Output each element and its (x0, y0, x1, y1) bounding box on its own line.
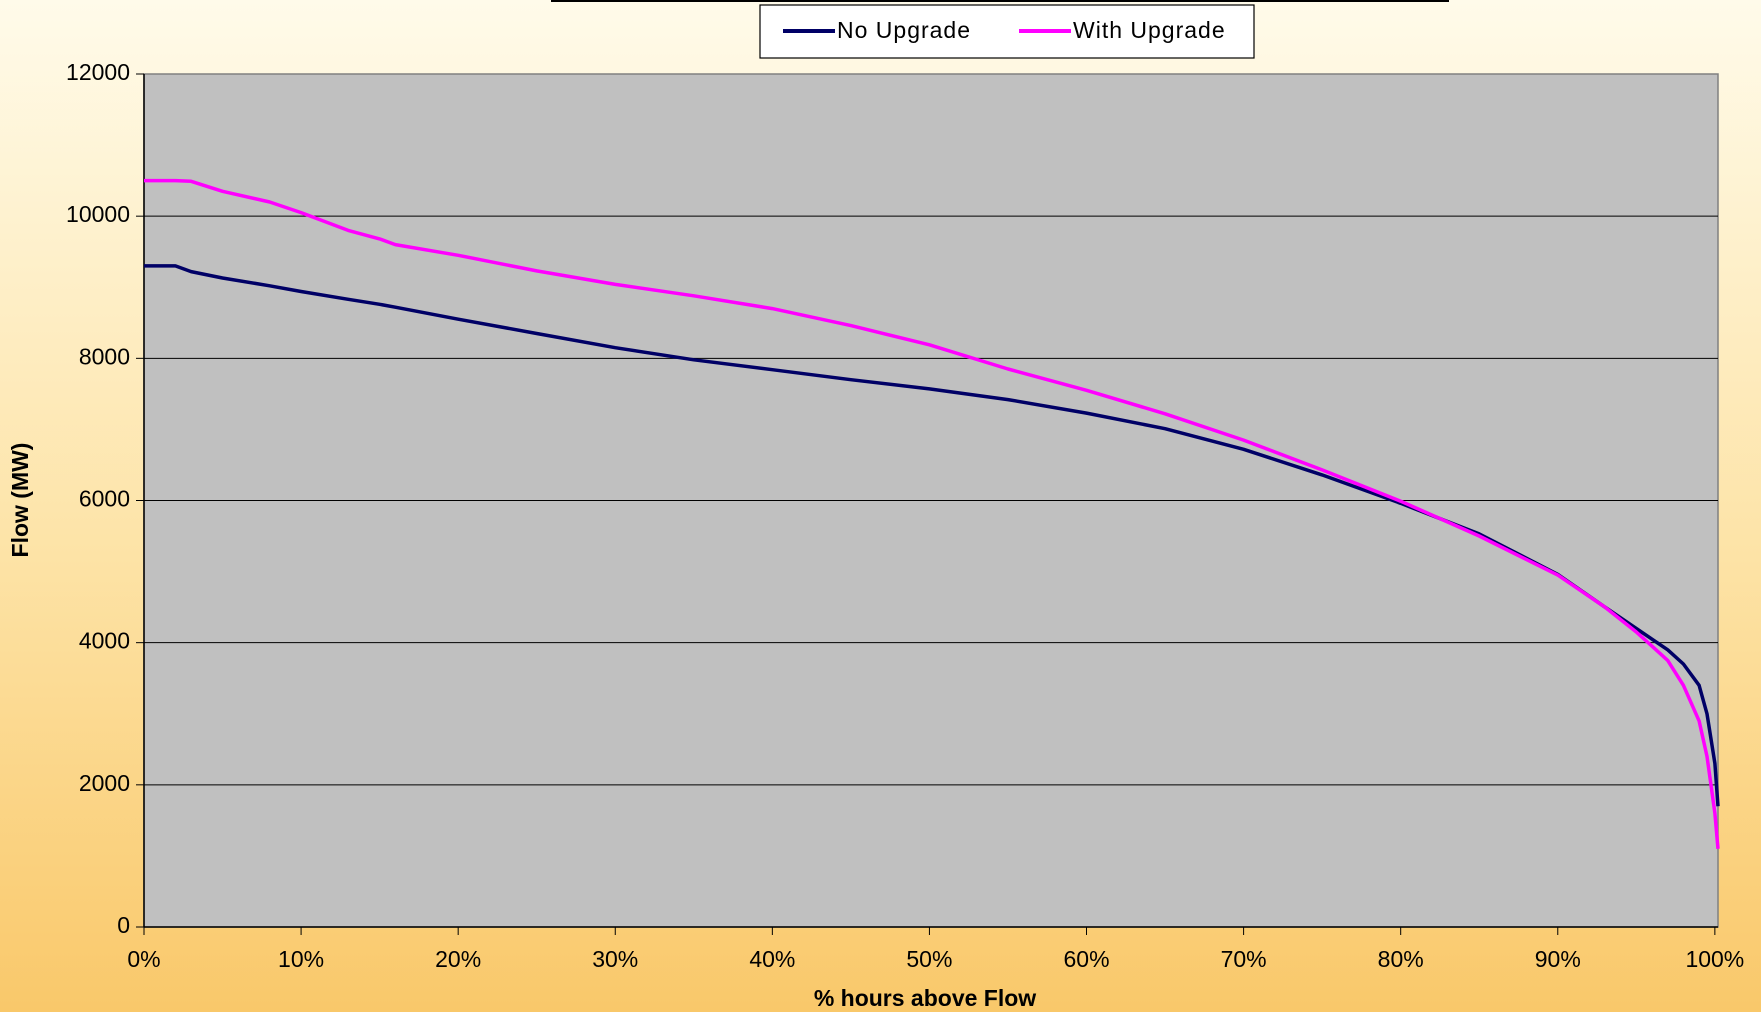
x-tick-label: 90% (1535, 946, 1581, 972)
y-tick-label: 12000 (66, 59, 130, 85)
y-tick-label: 6000 (79, 486, 130, 512)
series-line (144, 264, 1720, 807)
x-axis-label: % hours above Flow (814, 985, 1036, 1011)
x-tick-label: 20% (435, 946, 481, 972)
x-tick-label: 80% (1378, 946, 1424, 972)
legend-label: With Upgrade (1073, 17, 1226, 43)
x-tick-label: 40% (749, 946, 795, 972)
x-tick-label: 0% (127, 946, 160, 972)
y-tick-label: 2000 (79, 770, 130, 796)
x-tick-label: 60% (1063, 946, 1109, 972)
legend: No Upgrade With Upgrade (759, 4, 1255, 59)
y-tick-label: 0 (117, 912, 130, 938)
x-tick-label: 100% (1685, 946, 1744, 972)
y-tick-label: 8000 (79, 343, 130, 369)
y-tick-label: 4000 (79, 628, 130, 654)
legend-box (759, 4, 1255, 59)
series-line (144, 178, 1720, 849)
legend-label: No Upgrade (837, 17, 971, 43)
y-tick-label: 10000 (66, 201, 130, 227)
y-axis-label: Flow (MW) (7, 443, 33, 558)
x-tick-label: 70% (1221, 946, 1267, 972)
x-tick-label: 50% (906, 946, 952, 972)
x-tick-label: 10% (278, 946, 324, 972)
x-tick-label: 30% (592, 946, 638, 972)
